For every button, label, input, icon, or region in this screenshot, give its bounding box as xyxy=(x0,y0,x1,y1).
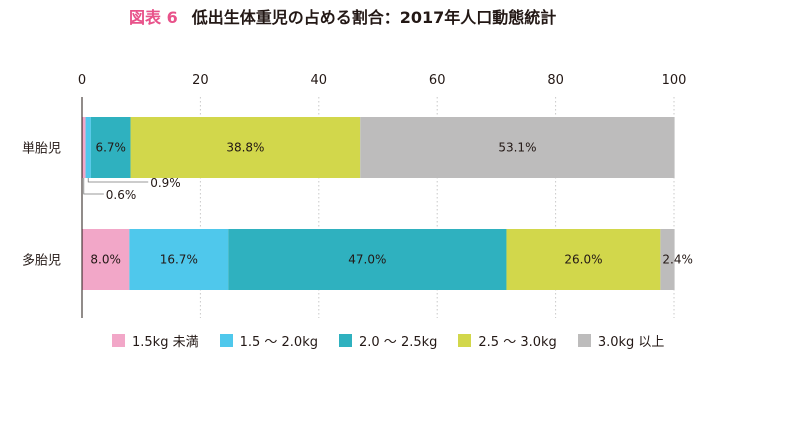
category-label: 単胎児 xyxy=(22,141,61,157)
x-tick-label: 100 xyxy=(662,73,687,88)
x-tick-label: 40 xyxy=(311,73,328,88)
legend-swatch xyxy=(339,333,352,347)
data-label: 16.7% xyxy=(160,253,198,267)
chart-title: 図表 6 低出生体重児の占める割合：2017年人口動態統計 xyxy=(129,6,556,30)
legend-item: 1.5kg 未満 xyxy=(112,331,199,350)
legend-item: 3.0kg 以上 xyxy=(577,331,665,350)
title-text: 低出生体重児の占める割合：2017年人口動態統計 xyxy=(191,8,557,27)
legend-label: 2.0 ～ 2.5kg xyxy=(359,334,438,350)
legend-item: 1.5 ～ 2.0kg xyxy=(219,331,318,350)
data-label: 0.6% xyxy=(106,188,137,202)
legend-label: 2.5 ～ 3.0kg xyxy=(478,334,557,350)
category-label: 多胎児 xyxy=(22,253,61,269)
legend-label: 1.5 ～ 2.0kg xyxy=(239,334,318,350)
x-tick-label: 20 xyxy=(192,73,209,88)
bar-segment xyxy=(82,117,86,178)
bar-segment xyxy=(82,229,130,290)
bar-segment xyxy=(660,229,675,290)
data-label: 0.9% xyxy=(150,176,181,190)
bar-segment xyxy=(129,229,229,290)
bar-segment xyxy=(90,117,131,178)
data-label: 47.0% xyxy=(348,253,386,267)
legend-label: 3.0kg 以上 xyxy=(597,334,665,350)
figure-label: 図表 6 xyxy=(129,8,178,27)
legend: 1.5kg 未満 1.5 ～ 2.0kg 2.0 ～ 2.5kg 2.5 ～ 3.0k… xyxy=(112,330,685,350)
legend-label: 1.5kg 未満 xyxy=(132,334,199,350)
bar-segment xyxy=(506,229,661,290)
data-label: 2.4% xyxy=(662,253,693,267)
legend-swatch xyxy=(219,333,233,347)
legend-item: 2.5 ～ 3.0kg xyxy=(458,331,557,350)
data-label: 8.0% xyxy=(90,253,121,267)
bar-segment xyxy=(228,229,507,290)
x-tick-label: 0 xyxy=(78,73,86,88)
legend-swatch xyxy=(458,333,472,347)
data-label: 6.7% xyxy=(95,141,126,155)
data-label: 53.1% xyxy=(498,141,536,155)
x-tick-label: 60 xyxy=(429,73,446,88)
legend-item: 2.0 ～ 2.5kg xyxy=(339,331,437,350)
data-label: 38.8% xyxy=(226,141,264,155)
legend-swatch xyxy=(112,333,125,347)
legend-swatch xyxy=(577,333,591,347)
data-label: 26.0% xyxy=(564,253,602,267)
callout-line xyxy=(87,178,149,183)
bar-segment xyxy=(360,117,675,178)
callout-line xyxy=(83,178,104,195)
bar-segment xyxy=(130,117,361,178)
bar-segment xyxy=(85,117,91,178)
x-tick-label: 80 xyxy=(547,73,564,88)
